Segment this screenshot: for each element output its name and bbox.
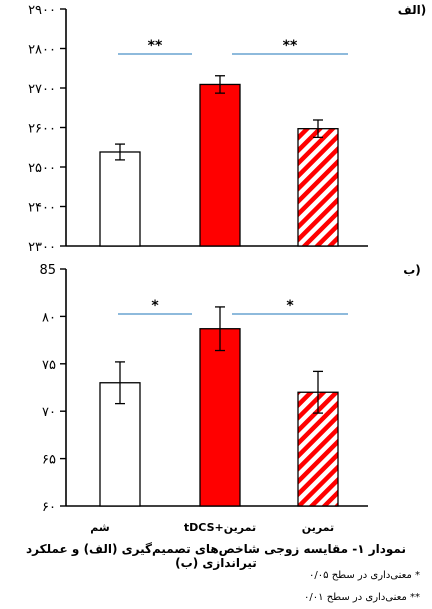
- panel-b-significance-marker: *: [151, 298, 159, 314]
- panel-a-chart: ۲۳۰۰ ۲۴۰۰ ۲۵۰۰ ۲۶۰۰ ۲۷۰۰ ۲۸۰۰ ۲۹۰۰ الف) ** **: [28, 3, 426, 255]
- panel-b-label: ب): [403, 263, 421, 277]
- category-label: تمرین+tDCS: [184, 521, 256, 534]
- category-label: شم: [90, 521, 109, 534]
- panel-b-ytick-label: ۷۵: [42, 358, 56, 373]
- panel-b-ytick-label: ۶۰: [42, 500, 56, 515]
- figure-caption: نمودار ۱- مقایسه زوجی شاخص‌های تصمیم‌گیر…: [26, 542, 406, 570]
- category-label: تمرین: [302, 521, 334, 534]
- significance-note-001: ** معنی‌داری در سطح ۰/۰۱: [304, 592, 420, 603]
- panel-b-ytick-label: ۸۰: [42, 310, 56, 325]
- panel-a-ytick-label: ۲۳۰۰: [28, 240, 56, 255]
- panel-a-bar: [297, 128, 339, 247]
- panel-a-ytick-label: ۲۷۰۰: [28, 82, 56, 97]
- panel-b-chart: ۶۰ ۶۵ ۷۰ ۷۵ ۸۰ 85 ب) * *: [39, 263, 420, 515]
- panel-a-ytick-label: ۲۵۰۰: [28, 161, 56, 176]
- panel-b-significance-marker: *: [286, 298, 294, 314]
- panel-a-bar: [99, 151, 141, 247]
- category-labels: شم تمرین+tDCS تمرین: [90, 521, 334, 534]
- panel-b-ytick-label: ۷۰: [42, 405, 56, 420]
- panel-a-significance-marker: **: [148, 38, 163, 54]
- panel-a-significance-marker: **: [283, 38, 298, 54]
- panel-a-ytick-label: ۲۹۰۰: [28, 3, 56, 18]
- significance-note-005: * معنی‌داری در سطح ۰/۰۵: [309, 570, 420, 581]
- panel-a-ytick-label: ۲۴۰۰: [28, 201, 56, 216]
- panel-a-ytick-label: ۲۶۰۰: [28, 122, 56, 137]
- panel-b-bar: [199, 328, 241, 507]
- panel-a-ytick-label: ۲۸۰۰: [28, 43, 56, 58]
- panel-a-label: الف): [398, 3, 426, 17]
- panel-b-ytick-label: ۶۵: [42, 453, 56, 468]
- panel-a-bar: [199, 83, 241, 247]
- panel-b-ytick-label: 85: [39, 263, 56, 278]
